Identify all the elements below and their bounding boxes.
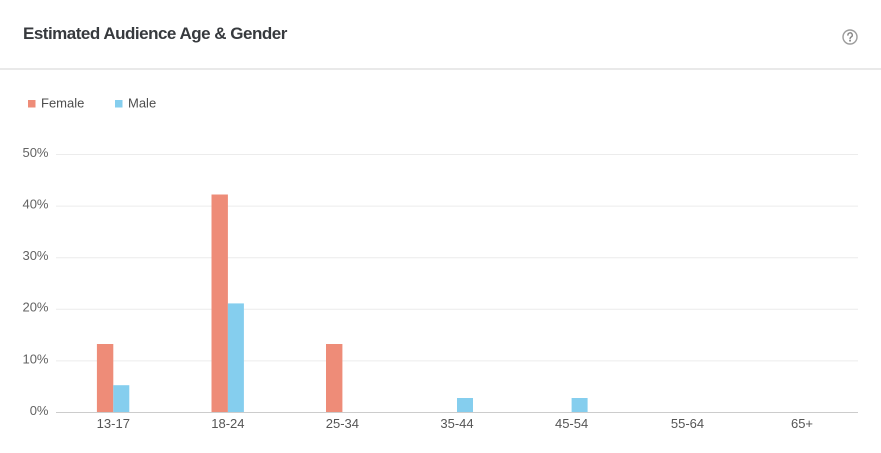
- svg-text:10%: 10%: [22, 351, 48, 366]
- svg-text:20%: 20%: [22, 300, 48, 315]
- svg-text:45-54: 45-54: [555, 416, 588, 431]
- svg-text:40%: 40%: [22, 197, 48, 212]
- svg-text:13-17: 13-17: [97, 416, 130, 431]
- svg-text:30%: 30%: [22, 248, 48, 263]
- svg-text:50%: 50%: [22, 145, 48, 160]
- svg-text:55-64: 55-64: [671, 416, 704, 431]
- svg-text:25-34: 25-34: [326, 416, 359, 431]
- svg-text:0%: 0%: [30, 403, 49, 418]
- svg-text:35-44: 35-44: [440, 416, 473, 431]
- svg-text:18-24: 18-24: [211, 416, 244, 431]
- svg-text:Female: Female: [41, 96, 84, 111]
- svg-text:Male: Male: [128, 96, 156, 111]
- svg-text:65+: 65+: [791, 416, 813, 431]
